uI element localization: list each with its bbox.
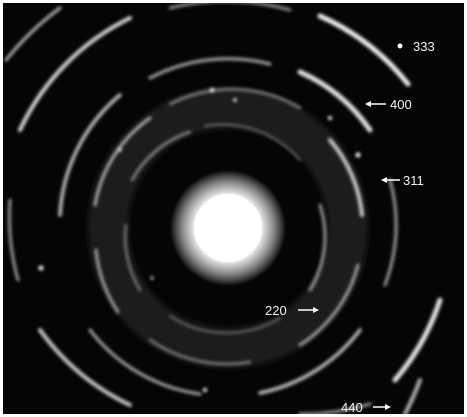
ring-far — [4, 6, 422, 416]
arrowhead-right-icon — [313, 307, 319, 313]
label-333-text: 333 — [413, 39, 435, 54]
label-440: 440 — [341, 400, 391, 415]
label-311-text: 311 — [403, 173, 424, 188]
marker-dot-icon — [397, 43, 403, 49]
ring-400 — [58, 57, 398, 396]
label-400: 400 — [365, 97, 412, 112]
label-311: 311 — [381, 173, 424, 188]
ring-outer — [7, 0, 443, 416]
label-220: 220 — [265, 303, 319, 318]
label-440-text: 440 — [341, 400, 363, 415]
arrowhead-left-icon — [381, 177, 387, 183]
label-333: 333 — [397, 39, 435, 54]
ring-220 — [124, 123, 327, 334]
arrowhead-left-icon — [365, 101, 371, 107]
central-beam-core — [194, 194, 262, 262]
arrowhead-right-icon — [385, 404, 391, 410]
diffraction-spots — [38, 88, 361, 392]
label-400-text: 400 — [390, 97, 412, 112]
ring-311 — [93, 87, 364, 366]
label-220-text: 220 — [265, 303, 287, 318]
